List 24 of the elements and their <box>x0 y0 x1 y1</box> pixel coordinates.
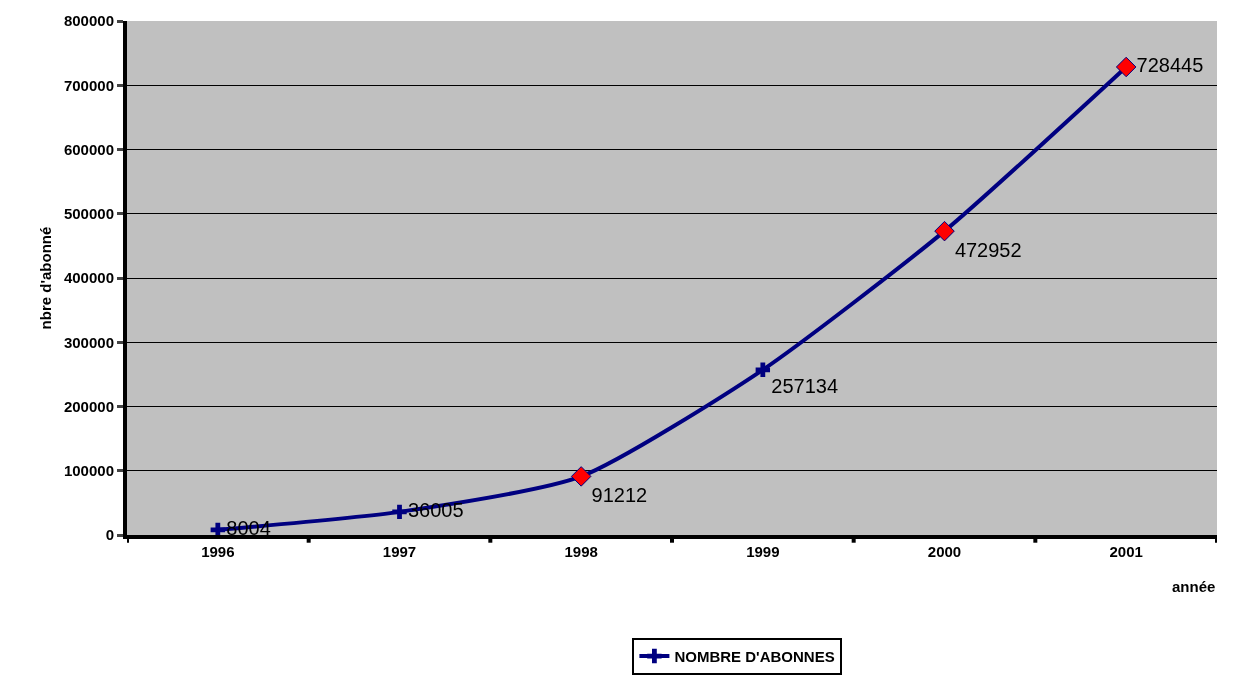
data-label: 257134 <box>771 375 839 398</box>
legend-label: NOMBRE D'ABONNES <box>674 647 835 665</box>
data-label: 728445 <box>1136 53 1204 76</box>
data-label: 91212 <box>591 483 648 506</box>
y-tick-label: 200000 <box>63 397 114 415</box>
x-tick-label: 1998 <box>564 543 598 560</box>
point <box>755 362 771 377</box>
x-tick-label: 1996 <box>201 543 235 560</box>
x-tick-label: 2000 <box>927 543 962 560</box>
y-tick-label: 100000 <box>63 462 114 479</box>
data-label: 472952 <box>954 238 1022 261</box>
y-tick-label: 500000 <box>63 205 114 222</box>
y-tick-label: 700000 <box>63 76 114 94</box>
y-axis-title: nbre d'abonné <box>36 226 54 330</box>
y-tick-label: 300000 <box>63 333 114 351</box>
x-axis-title: année <box>1172 578 1216 595</box>
y-tick-label: 400000 <box>63 269 114 287</box>
point <box>392 504 407 520</box>
x-tick-label: 1997 <box>382 543 417 560</box>
y-tick-label: 600000 <box>63 140 114 158</box>
y-tick-label: 800000 <box>63 12 114 30</box>
y-tick-label: 0 <box>105 526 114 544</box>
x-tick-label: 2001 <box>1109 543 1143 560</box>
x-tick-label: 1999 <box>746 543 780 560</box>
